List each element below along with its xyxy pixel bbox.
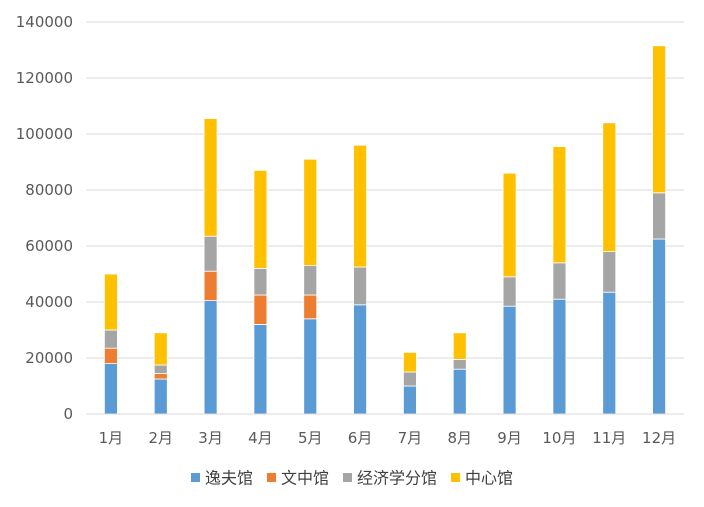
bar-segment	[303, 294, 318, 320]
legend-swatch	[343, 473, 352, 482]
x-tick-label: 8月	[447, 429, 472, 447]
x-tick-label: 12月	[642, 429, 676, 447]
y-tick-label: 40000	[25, 293, 73, 311]
y-axis-ticks: 0 20000 40000 60000 80000 100000 120000 140000	[16, 13, 73, 423]
legend-label: 文中馆	[281, 469, 329, 488]
y-tick-label: 20000	[25, 349, 73, 367]
x-tick-label: 5月	[298, 429, 323, 447]
x-tick-label: 3月	[198, 429, 223, 447]
bar-segment	[203, 300, 218, 415]
bar-segment	[403, 371, 417, 387]
bar-segment	[203, 118, 218, 237]
legend-label: 逸夫馆	[205, 469, 253, 488]
x-tick-label: 4月	[248, 429, 273, 447]
bar-segment	[353, 304, 367, 415]
bar-segment	[303, 158, 318, 266]
bar-segment	[552, 262, 567, 300]
legend-label: 中心馆	[465, 469, 513, 488]
bar-segment	[552, 298, 567, 415]
gridlines	[86, 21, 684, 359]
bar-segment	[203, 270, 218, 302]
bar-segment	[353, 144, 367, 268]
bar-segment	[452, 332, 467, 360]
x-tick-label: 9月	[497, 429, 522, 447]
bar-segment	[652, 238, 666, 415]
x-tick-label: 10月	[542, 429, 576, 447]
bar-segment	[602, 122, 617, 253]
bar-segment	[602, 251, 617, 293]
y-tick-label: 60000	[25, 237, 73, 255]
bar-segment	[452, 358, 467, 370]
bar-segment	[153, 332, 168, 366]
legend-swatch	[191, 473, 200, 482]
bars	[104, 45, 666, 415]
y-tick-label: 140000	[16, 13, 73, 31]
x-tick-label: 11月	[592, 429, 626, 447]
bar-segment	[652, 45, 666, 194]
legend: 逸夫馆 文中馆 经济学分馆 中心馆	[191, 469, 513, 488]
bar-segment	[253, 267, 268, 296]
legend-swatch	[267, 473, 276, 482]
bar-segment	[303, 265, 318, 296]
bar-segment	[104, 329, 118, 349]
bar-segment	[403, 351, 417, 373]
x-tick-label: 1月	[99, 429, 124, 447]
bar-segment	[502, 276, 517, 307]
x-axis-ticks: 1月 2月 3月 4月 5月 6月 7月 8月 9月 10月 11月 12月	[99, 429, 676, 447]
bar-segment	[552, 146, 567, 264]
x-tick-label: 7月	[398, 429, 423, 447]
bar-segment	[303, 318, 318, 415]
bar-segment	[253, 323, 268, 415]
bar-segment	[253, 169, 268, 269]
bar-segment	[203, 235, 218, 272]
x-tick-label: 6月	[348, 429, 373, 447]
legend-swatch	[451, 473, 460, 482]
bar-segment	[502, 305, 517, 415]
bar-segment	[403, 385, 417, 415]
bar-segment	[104, 347, 118, 365]
bar-segment	[153, 378, 168, 415]
legend-label: 经济学分馆	[357, 469, 437, 488]
y-tick-label: 80000	[25, 181, 73, 199]
y-tick-label: 0	[63, 405, 73, 423]
bar-segment	[452, 368, 467, 415]
y-tick-label: 100000	[16, 125, 73, 143]
bar-segment	[502, 172, 517, 278]
bar-segment	[652, 192, 666, 240]
bar-segment	[153, 364, 168, 374]
bar-segment	[104, 363, 118, 415]
x-tick-label: 2月	[148, 429, 173, 447]
bar-segment	[153, 372, 168, 380]
bar-segment	[104, 273, 118, 331]
bar-segment	[253, 294, 268, 325]
bar-segment	[353, 266, 367, 306]
y-tick-label: 120000	[16, 69, 73, 87]
bar-segment	[602, 291, 617, 415]
